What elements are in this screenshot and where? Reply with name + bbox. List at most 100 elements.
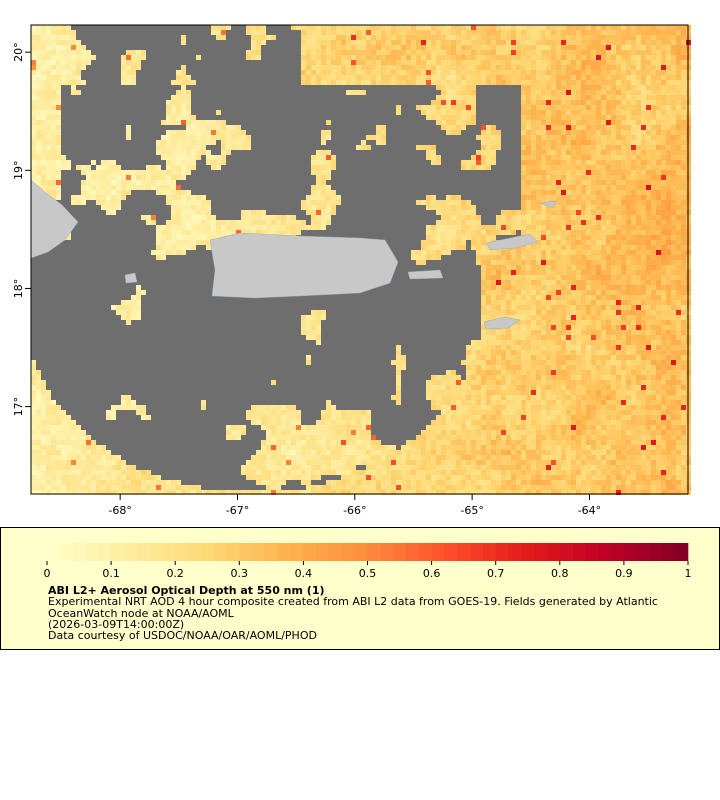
pixel — [51, 60, 56, 65]
pixel — [416, 180, 421, 185]
pixel — [336, 175, 341, 180]
pixel — [456, 145, 461, 150]
pixel — [81, 170, 86, 175]
pixel — [86, 40, 91, 45]
pixel — [86, 200, 91, 205]
pixel — [346, 80, 351, 85]
pixel — [271, 90, 276, 95]
pixel — [251, 210, 256, 215]
pixel — [611, 65, 616, 70]
pixel — [456, 70, 461, 75]
pixel — [551, 80, 556, 85]
pixel — [511, 125, 516, 130]
pixel — [381, 155, 386, 160]
pixel — [61, 135, 66, 140]
pixel — [131, 170, 136, 175]
pixel — [521, 165, 526, 170]
pixel — [106, 190, 111, 195]
pixel — [386, 140, 391, 145]
pixel — [566, 140, 571, 145]
pixel — [266, 50, 271, 55]
pixel — [546, 140, 551, 145]
pixel — [56, 190, 61, 195]
pixel — [546, 110, 551, 115]
pixel — [381, 185, 386, 190]
pixel — [251, 170, 256, 175]
pixel — [321, 165, 326, 170]
pixel — [121, 210, 126, 215]
pixel — [606, 120, 611, 125]
pixel — [566, 120, 571, 125]
pixel — [646, 25, 651, 30]
pixel — [471, 115, 476, 120]
pixel — [381, 65, 386, 70]
pixel — [581, 75, 586, 80]
pixel — [571, 70, 576, 75]
pixel — [276, 170, 281, 175]
pixel — [451, 55, 456, 60]
pixel — [541, 80, 546, 85]
pixel — [186, 85, 191, 90]
pixel — [486, 50, 491, 55]
pixel — [296, 25, 301, 30]
pixel — [491, 140, 496, 145]
pixel — [31, 150, 36, 155]
pixel — [281, 60, 286, 65]
pixel — [601, 130, 606, 135]
pixel — [336, 110, 341, 115]
pixel — [366, 70, 371, 75]
pixel — [391, 95, 396, 100]
pixel — [51, 120, 56, 125]
pixel — [451, 200, 456, 205]
pixel — [241, 145, 246, 150]
pixel — [656, 185, 661, 190]
pixel — [91, 50, 96, 55]
pixel — [671, 200, 676, 205]
pixel — [536, 105, 541, 110]
pixel — [311, 120, 316, 125]
pixel — [366, 125, 371, 130]
pixel — [266, 25, 271, 30]
pixel — [476, 25, 481, 30]
pixel — [416, 185, 421, 190]
pixel — [211, 180, 216, 185]
pixel — [576, 200, 581, 205]
pixel — [216, 85, 221, 90]
pixel — [136, 170, 141, 175]
pixel — [421, 130, 426, 135]
pixel — [131, 35, 136, 40]
pixel — [441, 45, 446, 50]
pixel — [441, 115, 446, 120]
pixel — [186, 115, 191, 120]
pixel — [531, 200, 536, 205]
pixel — [56, 115, 61, 120]
pixel — [151, 75, 156, 80]
pixel — [471, 75, 476, 80]
pixel — [546, 80, 551, 85]
pixel — [91, 25, 96, 30]
pixel — [626, 40, 631, 45]
pixel — [161, 75, 166, 80]
pixel — [271, 150, 276, 155]
pixel — [316, 185, 321, 190]
pixel — [71, 200, 76, 205]
pixel — [426, 85, 431, 90]
pixel — [56, 175, 61, 180]
pixel — [486, 175, 491, 180]
pixel — [41, 65, 46, 70]
pixel — [146, 205, 151, 210]
pixel — [306, 60, 311, 65]
pixel — [606, 75, 611, 80]
pixel — [501, 115, 506, 120]
pixel — [226, 175, 231, 180]
pixel — [51, 35, 56, 40]
pixel — [626, 135, 631, 140]
pixel — [611, 95, 616, 100]
pixel — [396, 135, 401, 140]
pixel — [356, 140, 361, 145]
pixel — [226, 80, 231, 85]
pixel — [376, 200, 381, 205]
pixel — [121, 40, 126, 45]
pixel — [316, 200, 321, 205]
pixel — [516, 185, 521, 190]
